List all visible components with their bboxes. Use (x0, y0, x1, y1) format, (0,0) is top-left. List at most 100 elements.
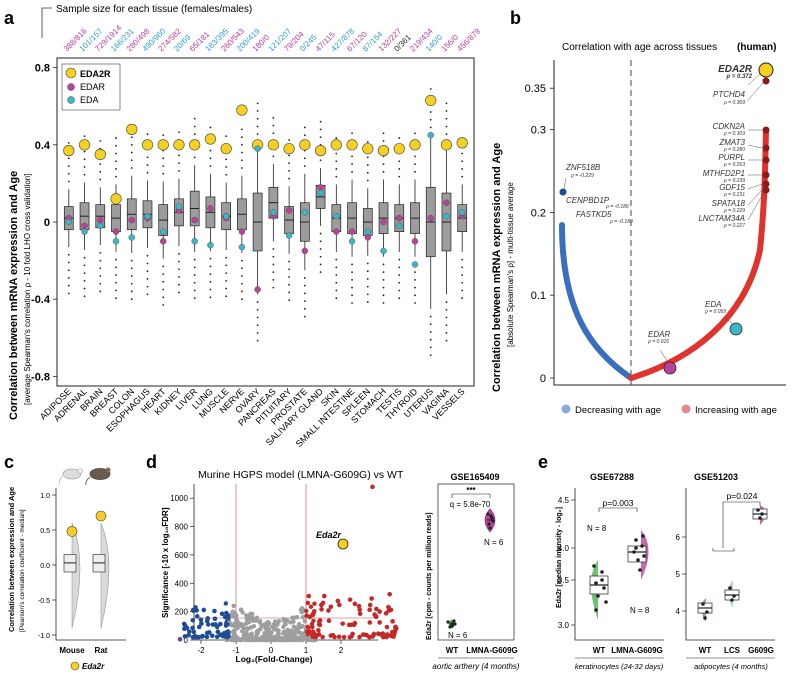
volcano-point-down (181, 621, 187, 627)
panel-a-ylabel-sub: [average Spearman's correlation ρ - 10 f… (23, 173, 32, 405)
a-outlier (99, 251, 102, 254)
violin-group-g609g: LMNA-G609G (466, 646, 518, 655)
d-violin-g609g-point (489, 514, 493, 518)
volcano-point-down (215, 629, 221, 635)
e-right-yticks: 6 5 4 (676, 533, 686, 616)
violin-group-wt: WT (446, 646, 459, 655)
volcano-point-down (198, 617, 204, 622)
volcano-point-up (356, 603, 362, 609)
volcano-point (245, 627, 250, 632)
a-eda-point (128, 234, 135, 241)
label-purpl: PURPL (718, 153, 745, 162)
a-outlier (67, 292, 70, 295)
a-outlier (178, 291, 180, 294)
violin-ylabel: Eda2r [cpm - counts per million reads] (426, 512, 433, 640)
b-ytick-label: 0 (540, 373, 546, 385)
a-edar-point (160, 238, 167, 245)
a-outlier (366, 301, 369, 303)
volcano-point-up (387, 591, 392, 597)
label-lnctam34a: LNCTAM34A (698, 214, 745, 223)
a-outlier (99, 140, 102, 142)
a-outlier (240, 159, 243, 162)
a-outlier (162, 288, 165, 291)
a-edar-point (333, 228, 340, 235)
a-edar-point (254, 286, 261, 293)
panel-a-boxplots (63, 87, 468, 357)
cdkn2a-point (762, 126, 770, 134)
a-outlier (67, 269, 70, 272)
a-outlier (225, 166, 228, 168)
a-outlier (225, 279, 228, 282)
a-outlier (115, 274, 117, 276)
volcano-point-up (319, 607, 324, 612)
volcano-point-down (212, 616, 218, 622)
ptchd4-point (762, 77, 770, 85)
a-outlier (382, 294, 385, 297)
e-right-group-wt: WT (699, 646, 712, 655)
volcano-point (266, 632, 272, 638)
a-outlier (209, 165, 212, 167)
a-eda-point (301, 209, 309, 216)
a-outlier (115, 160, 117, 163)
volcano-point-up (305, 600, 311, 606)
sample-size-header: Sample size for each tissue (females/mal… (56, 4, 252, 15)
a-outlier (146, 278, 149, 280)
volcano-point-up (337, 602, 342, 608)
a-outlier (162, 265, 165, 268)
a-outlier (162, 172, 165, 175)
volcano-point (251, 617, 257, 623)
a-eda-point (81, 228, 88, 235)
volcano-xlabel: Log₂(Fold-Change) (236, 654, 313, 664)
eda2r-point (758, 62, 774, 78)
volcano-point-up (367, 620, 373, 625)
e-left-ytick-label: 4.5 (558, 496, 570, 505)
d-ytick-label: 200 (175, 608, 189, 617)
legend-increasing-label: Increasing with age (695, 405, 777, 416)
a-eda2r-point (393, 143, 405, 155)
e-left-sig-bracket (598, 507, 638, 512)
a-outlier (461, 297, 464, 300)
volcano-point-up (357, 611, 363, 617)
a-edar-point (238, 228, 246, 235)
volcano-point-down (191, 608, 196, 614)
a-edar-point (191, 216, 198, 224)
volcano-point (283, 637, 288, 643)
panel-d-title: Murine HGPS model (LMNA-G609G) vs WT (198, 469, 404, 481)
volcano-point (300, 614, 306, 620)
a-outlier (193, 117, 196, 120)
connector-gdf15 (747, 183, 763, 190)
e-left-pvalue: p=0.003 (603, 498, 634, 508)
e-left-wt-point (604, 600, 608, 604)
a-outlier (67, 284, 70, 287)
a-outlier (351, 163, 353, 166)
mouse-icon (59, 468, 83, 485)
volcano-point (265, 622, 270, 628)
volcano-point (275, 629, 281, 634)
a-outlier (366, 156, 369, 159)
e-left-title: GSE67288 (590, 472, 634, 482)
violin-n-g609g: N = 6 (484, 538, 504, 547)
volcano-point (232, 636, 237, 642)
b-ytick-label: 0.35 (525, 83, 546, 95)
a-outlier (83, 166, 86, 168)
a-outlier (67, 261, 70, 264)
violin-caption: aortic arthery (4 months) (432, 662, 519, 671)
volcano-point-down (193, 605, 198, 610)
a-outlier (398, 281, 401, 284)
a-outlier (335, 297, 338, 300)
a-eda-point (270, 209, 277, 216)
a-outlier (178, 268, 180, 271)
a-outlier (366, 278, 369, 280)
volcano-point-up (341, 634, 347, 640)
e-right-ytick-label: 6 (676, 533, 681, 542)
a-outlier (99, 267, 102, 270)
e-right-lcs-point (732, 594, 736, 598)
a-outlier (335, 258, 338, 261)
a-eda2r-point (346, 139, 358, 151)
panel-a-tissue-labels: ADIPOSEADRENALBRAINBREASTCOLONESOPHAGUSH… (38, 386, 467, 449)
a-outlier (414, 132, 416, 135)
volcano-point-down (205, 622, 211, 627)
c-half-violin (71, 522, 81, 629)
e-right-sig-bracket (722, 501, 761, 548)
panel-c-yticks: 1.0 0.5 0.0 -0.5 -1.0 (38, 493, 56, 640)
